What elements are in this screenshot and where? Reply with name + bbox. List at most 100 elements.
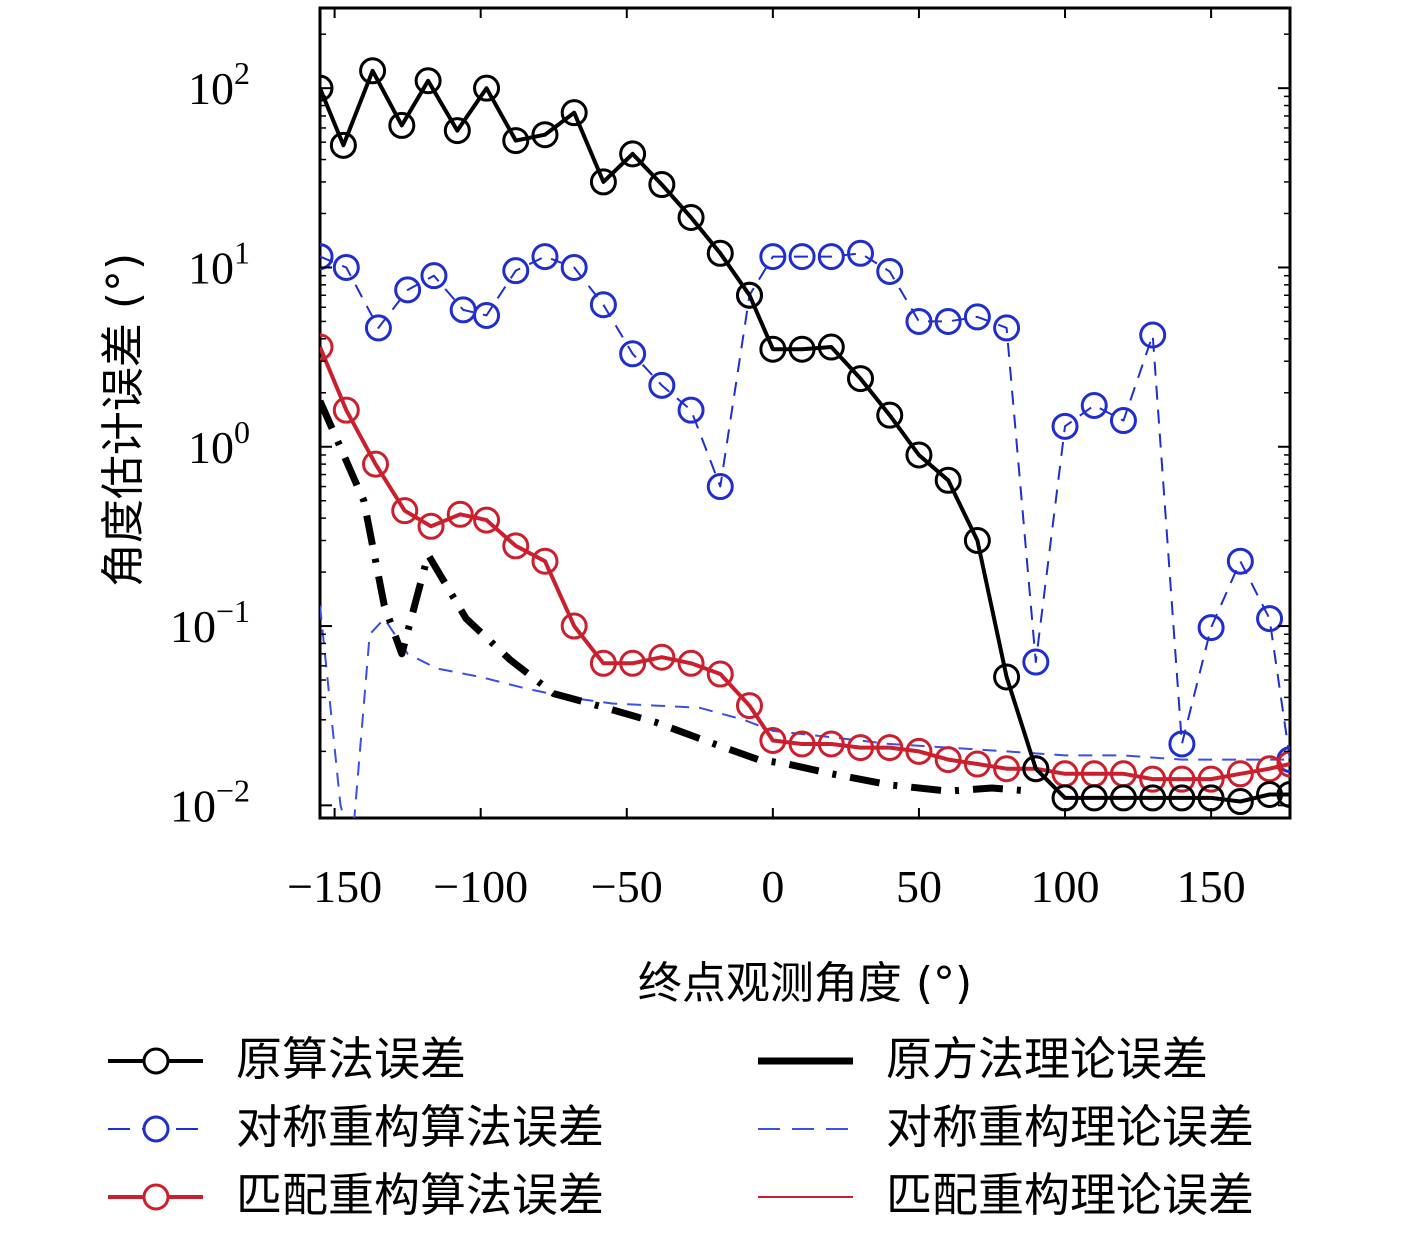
series-1-point (589, 291, 617, 319)
series-1-point (876, 257, 904, 285)
legend-label: 原算法误差 (236, 1032, 466, 1086)
series-1-point (1256, 605, 1284, 633)
series-3-line (320, 399, 1031, 795)
series-2-point (847, 734, 875, 762)
series-1-point (847, 239, 875, 267)
series-1-point (1080, 391, 1108, 419)
series-0-point (1276, 780, 1290, 808)
legend-item: 匹配重构理论误差 (758, 1168, 1254, 1222)
series-2-point (531, 547, 559, 575)
y-tick-label: 101 (188, 234, 250, 293)
series-0-point (473, 74, 501, 102)
series-2-point (502, 532, 530, 560)
y-tick-label: 100 (188, 414, 250, 473)
y-tick-label: 10−1 (170, 593, 250, 652)
legend-item: 原方法理论误差 (758, 1032, 1208, 1086)
series-0-point (677, 203, 705, 231)
series-2-point (589, 649, 617, 677)
axis-layer: −150 −100 −50 0 50 100 150 10−2 10−1 100 101 102 (170, 8, 1290, 912)
series-0-point (706, 239, 734, 267)
x-tick-label: 100 (1031, 861, 1100, 912)
series-2-point (706, 660, 734, 688)
series-1-point (677, 396, 705, 424)
series-clip-group (320, 57, 1290, 818)
series-1-point (560, 253, 588, 281)
series-1-point (1109, 407, 1137, 435)
series-0-point (560, 99, 588, 127)
x-axis-title: 终点观测角度 (°) (638, 958, 972, 1009)
series-2-point (320, 333, 334, 361)
series-0-point (414, 67, 442, 95)
x-tick-label: −50 (591, 861, 663, 912)
series-2-point (391, 497, 419, 525)
series-2-point (905, 737, 933, 765)
series-1-point (531, 243, 559, 271)
series-0-point (847, 365, 875, 393)
series-0-point (531, 121, 559, 149)
series-2-point (876, 734, 904, 762)
series-2-point (963, 750, 991, 778)
series-0-point (359, 57, 387, 85)
series-2-point (1139, 765, 1167, 793)
series-0-point (648, 171, 676, 199)
series-0-point (1256, 780, 1284, 808)
series-0-point (1080, 784, 1108, 812)
series-0-point (1226, 788, 1254, 816)
y-tick-label: 102 (188, 55, 250, 114)
series-1-point (394, 276, 422, 304)
series-2-point (648, 643, 676, 671)
series-0-point (619, 140, 647, 168)
series-0-point (1022, 755, 1050, 783)
series-0-point (443, 117, 471, 145)
series-2-point (1276, 750, 1290, 778)
series-1-point (1139, 321, 1167, 349)
series-0-point (993, 663, 1021, 691)
plot-area (318, 6, 1292, 820)
series-0-point (502, 127, 530, 155)
series-2-point (817, 730, 845, 758)
legend-label: 匹配重构算法误差 (236, 1168, 604, 1222)
series-0-point (1109, 784, 1137, 812)
series-2-point (788, 730, 816, 758)
series-1-line (320, 252, 1290, 760)
series-1-point (502, 257, 530, 285)
series-2-point (1256, 755, 1284, 783)
series-1-point (619, 340, 647, 368)
series-0-point (735, 281, 763, 309)
x-tick-label: −100 (433, 861, 528, 912)
series-1-point (817, 243, 845, 271)
series-1-point (648, 371, 676, 399)
legend-item: 对称重构算法误差 (108, 1100, 604, 1154)
legend-swatch-marker (142, 1047, 170, 1075)
series-0-point (963, 527, 991, 555)
series-1-point (420, 262, 448, 290)
series-1-point (1168, 730, 1196, 758)
series-1-point (788, 243, 816, 271)
series-2-point (446, 500, 474, 528)
series-0-point (934, 466, 962, 494)
series-1-point (364, 314, 392, 342)
series-2-point (993, 755, 1021, 783)
legend-label: 对称重构算法误差 (236, 1100, 604, 1154)
series-1-point (963, 303, 991, 331)
series-1-point (332, 253, 360, 281)
legend-item: 原算法误差 (108, 1032, 466, 1086)
series-1-point (905, 307, 933, 335)
series-2-line (320, 346, 1290, 782)
series-2-point (362, 450, 390, 478)
series-1-point (1197, 614, 1225, 642)
series-1-point (1022, 648, 1050, 676)
legend-label: 原方法理论误差 (886, 1032, 1208, 1086)
series-0-point (759, 335, 787, 363)
legend-item: 匹配重构算法误差 (108, 1168, 604, 1222)
series-1-point (706, 473, 734, 501)
series-0-point (817, 333, 845, 361)
series-0-point (329, 131, 357, 159)
series-0-point (788, 335, 816, 363)
series-1-point (993, 314, 1021, 342)
series-2-point (934, 746, 962, 774)
series-2-point (1197, 765, 1225, 793)
series-2-point (473, 506, 501, 534)
legend-item: 对称重构理论误差 (758, 1100, 1254, 1154)
series-1-point (473, 301, 501, 329)
